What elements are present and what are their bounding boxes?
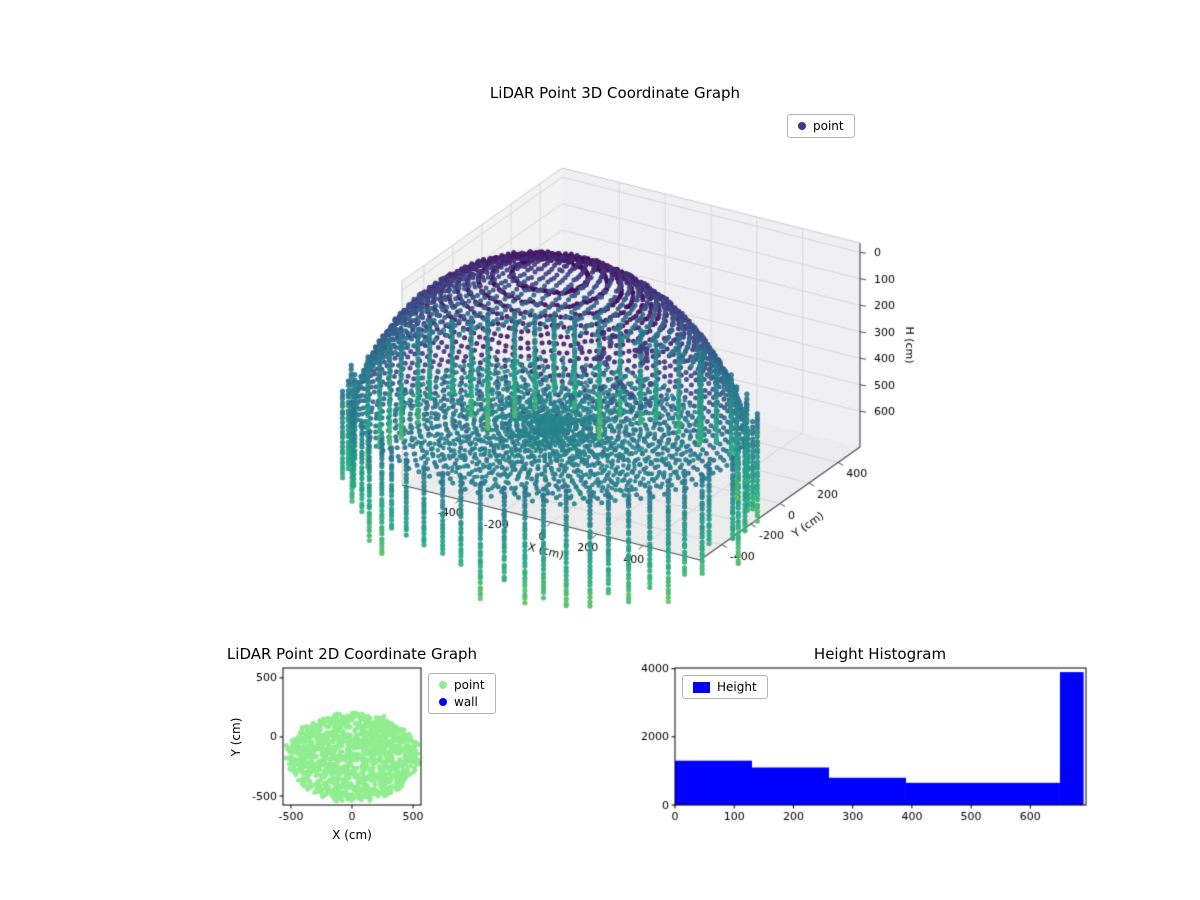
- legend-entry-wall: wall: [439, 695, 485, 709]
- legend-label-height: Height: [717, 680, 757, 694]
- histogram-title: Height Histogram: [813, 645, 947, 663]
- point-marker-icon: [439, 681, 447, 689]
- chart2d-xlabel: X (cm): [332, 828, 372, 842]
- wall-marker-icon: [439, 698, 447, 706]
- histogram-legend: Height: [682, 675, 768, 699]
- legend-entry-point: point: [798, 119, 844, 133]
- height-patch-icon: [693, 681, 710, 693]
- legend-label-point: point: [454, 678, 485, 692]
- point-marker-icon: [798, 122, 806, 130]
- chart3d-legend: point: [787, 114, 855, 138]
- chart2d-legend: point wall: [428, 673, 496, 714]
- legend-label-point: point: [813, 119, 844, 133]
- chart3d-title: LiDAR Point 3D Coordinate Graph: [489, 84, 741, 102]
- legend-entry-height: Height: [693, 680, 757, 694]
- legend-label-wall: wall: [454, 695, 478, 709]
- legend-entry-point: point: [439, 678, 485, 692]
- chart2d-title: LiDAR Point 2D Coordinate Graph: [226, 645, 478, 663]
- chart2d-ylabel: Y (cm): [229, 717, 243, 757]
